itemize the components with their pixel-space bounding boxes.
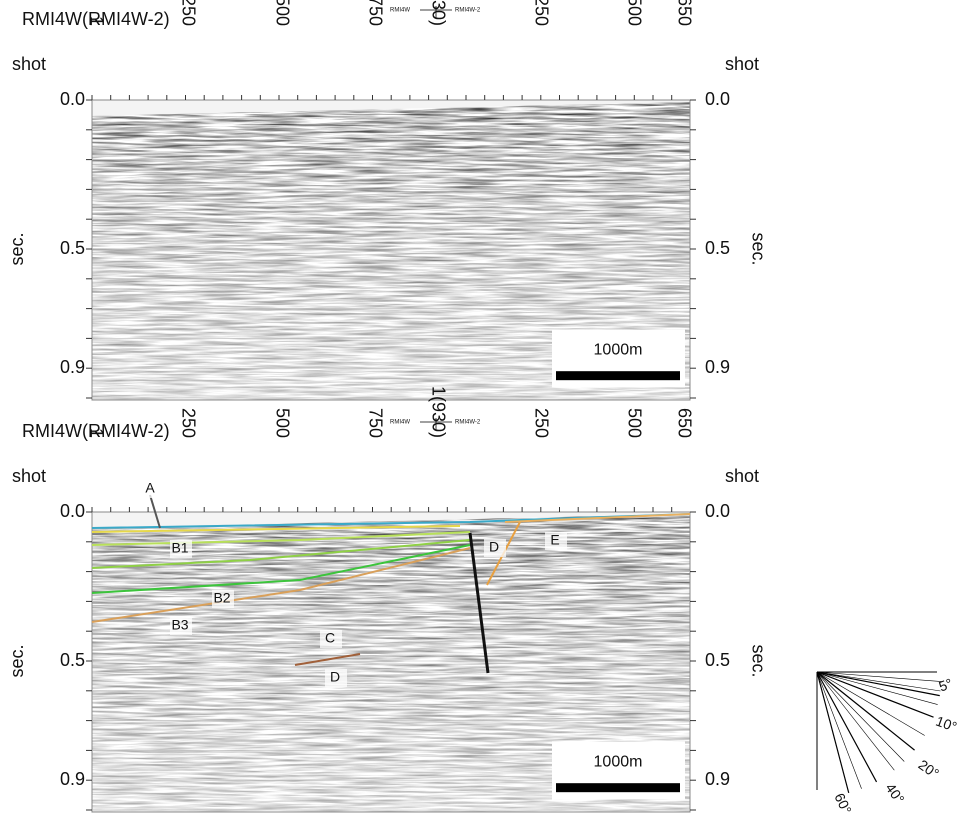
shot-label: 1(930) <box>428 0 448 26</box>
water-column <box>92 512 690 528</box>
dip-line <box>816 671 862 789</box>
shot-label: 250 <box>178 0 198 26</box>
horizon-line <box>149 494 161 529</box>
dip-line <box>816 671 895 771</box>
horizon-label: E <box>550 532 559 548</box>
label-bg <box>545 532 567 550</box>
angle-label: 5° <box>937 675 955 695</box>
x-axis-label: shot <box>12 466 46 486</box>
shot-label: 500 <box>272 408 292 438</box>
direction-left: RMI4W <box>390 420 410 426</box>
time-label: 0.5 <box>60 650 85 670</box>
panel-title: RMI4W(RMI4W-2) <box>22 421 170 441</box>
time-label: 0.5 <box>705 238 730 258</box>
label-bg <box>170 540 192 558</box>
shot-label: 250 <box>531 0 551 26</box>
direction-left: RMI4W <box>390 8 410 14</box>
water-column <box>92 100 690 116</box>
shot-label: 1 <box>86 16 106 26</box>
panel: RMI4W(RMI4W-2) RMI4W RMI4W-2 shot shot 1 250 50… <box>7 0 768 401</box>
horizon-label: B2 <box>213 590 230 606</box>
direction-right: RMI4W-2 <box>455 420 481 426</box>
scale-bar <box>556 783 680 793</box>
y-axis-label: sec. <box>7 644 27 677</box>
label-bg <box>484 539 506 557</box>
horizon-label: D <box>489 539 499 555</box>
shot-label: 750 <box>365 0 385 26</box>
dip-line <box>816 671 941 692</box>
dip-line <box>816 671 850 794</box>
shot-label: 750 <box>365 408 385 438</box>
time-label: 0.9 <box>60 357 85 377</box>
time-label: 0.0 <box>60 501 85 521</box>
horizon-label: B1 <box>171 540 188 556</box>
shot-label: 250 <box>531 408 551 438</box>
time-label: 0.9 <box>60 769 85 789</box>
x-axis-label: shot <box>725 466 759 486</box>
dip-line <box>816 671 942 682</box>
x-axis-label: shot <box>12 54 46 74</box>
horizon-line <box>91 531 471 546</box>
label-bg <box>170 617 192 635</box>
dip-line <box>816 671 940 697</box>
panel: RMI4W(RMI4W-2) RMI4W RMI4W-2 shot shot 1 250 50… <box>7 386 768 813</box>
label-bg <box>320 630 342 648</box>
direction-right: RMI4W-2 <box>455 8 481 14</box>
angle-label: 20° <box>915 756 942 781</box>
horizon-label: C <box>325 630 335 646</box>
angle-label: 60° <box>831 790 854 816</box>
dip-line <box>816 671 934 718</box>
label-bg <box>212 590 234 608</box>
time-label: 0.5 <box>60 238 85 258</box>
label-bg <box>325 669 347 687</box>
dip-line <box>816 671 905 762</box>
time-label: 0.9 <box>705 357 730 377</box>
dip-line <box>816 671 925 736</box>
shot-label: 1 <box>86 428 106 438</box>
horizon-line <box>91 544 471 594</box>
y-axis-label: sec. <box>7 232 27 265</box>
horizon-label: D <box>330 669 340 685</box>
shot-label: 500 <box>624 0 644 26</box>
horizon-line <box>468 532 490 674</box>
time-label: 0.9 <box>705 769 730 789</box>
horizon-line <box>91 547 471 623</box>
horizon-line <box>294 653 361 666</box>
shot-label: 650 <box>674 408 694 438</box>
panel-title: RMI4W(RMI4W-2) <box>22 9 170 29</box>
horizon-label: A <box>145 480 155 496</box>
angle-legend: 5° 10° 20° 40° 60° <box>816 671 959 816</box>
time-label: 0.0 <box>705 89 730 109</box>
shot-label: 500 <box>272 0 292 26</box>
shot-label: 500 <box>624 408 644 438</box>
scale-label: 1000m <box>594 342 643 359</box>
horizon-label: B3 <box>171 617 188 633</box>
dip-line <box>816 671 938 705</box>
scale-label: 1000m <box>594 754 643 771</box>
shot-label: 250 <box>178 408 198 438</box>
angle-label: 40° <box>882 780 907 807</box>
dip-line <box>816 671 915 751</box>
time-label: 0.5 <box>705 650 730 670</box>
y-axis-label: sec. <box>748 232 768 265</box>
scale-bar <box>556 371 680 381</box>
angle-label: 10° <box>934 713 959 735</box>
dip-line <box>816 671 878 783</box>
y-axis-label: sec. <box>748 644 768 677</box>
time-label: 0.0 <box>60 89 85 109</box>
label-bg <box>140 480 162 498</box>
time-label: 0.0 <box>705 501 730 521</box>
horizon-line <box>504 513 691 523</box>
shot-label: 650 <box>674 0 694 26</box>
shot-label: 1(930) <box>428 386 448 438</box>
horizon-line <box>91 539 471 569</box>
horizon-line <box>91 525 461 533</box>
x-axis-label: shot <box>725 54 759 74</box>
